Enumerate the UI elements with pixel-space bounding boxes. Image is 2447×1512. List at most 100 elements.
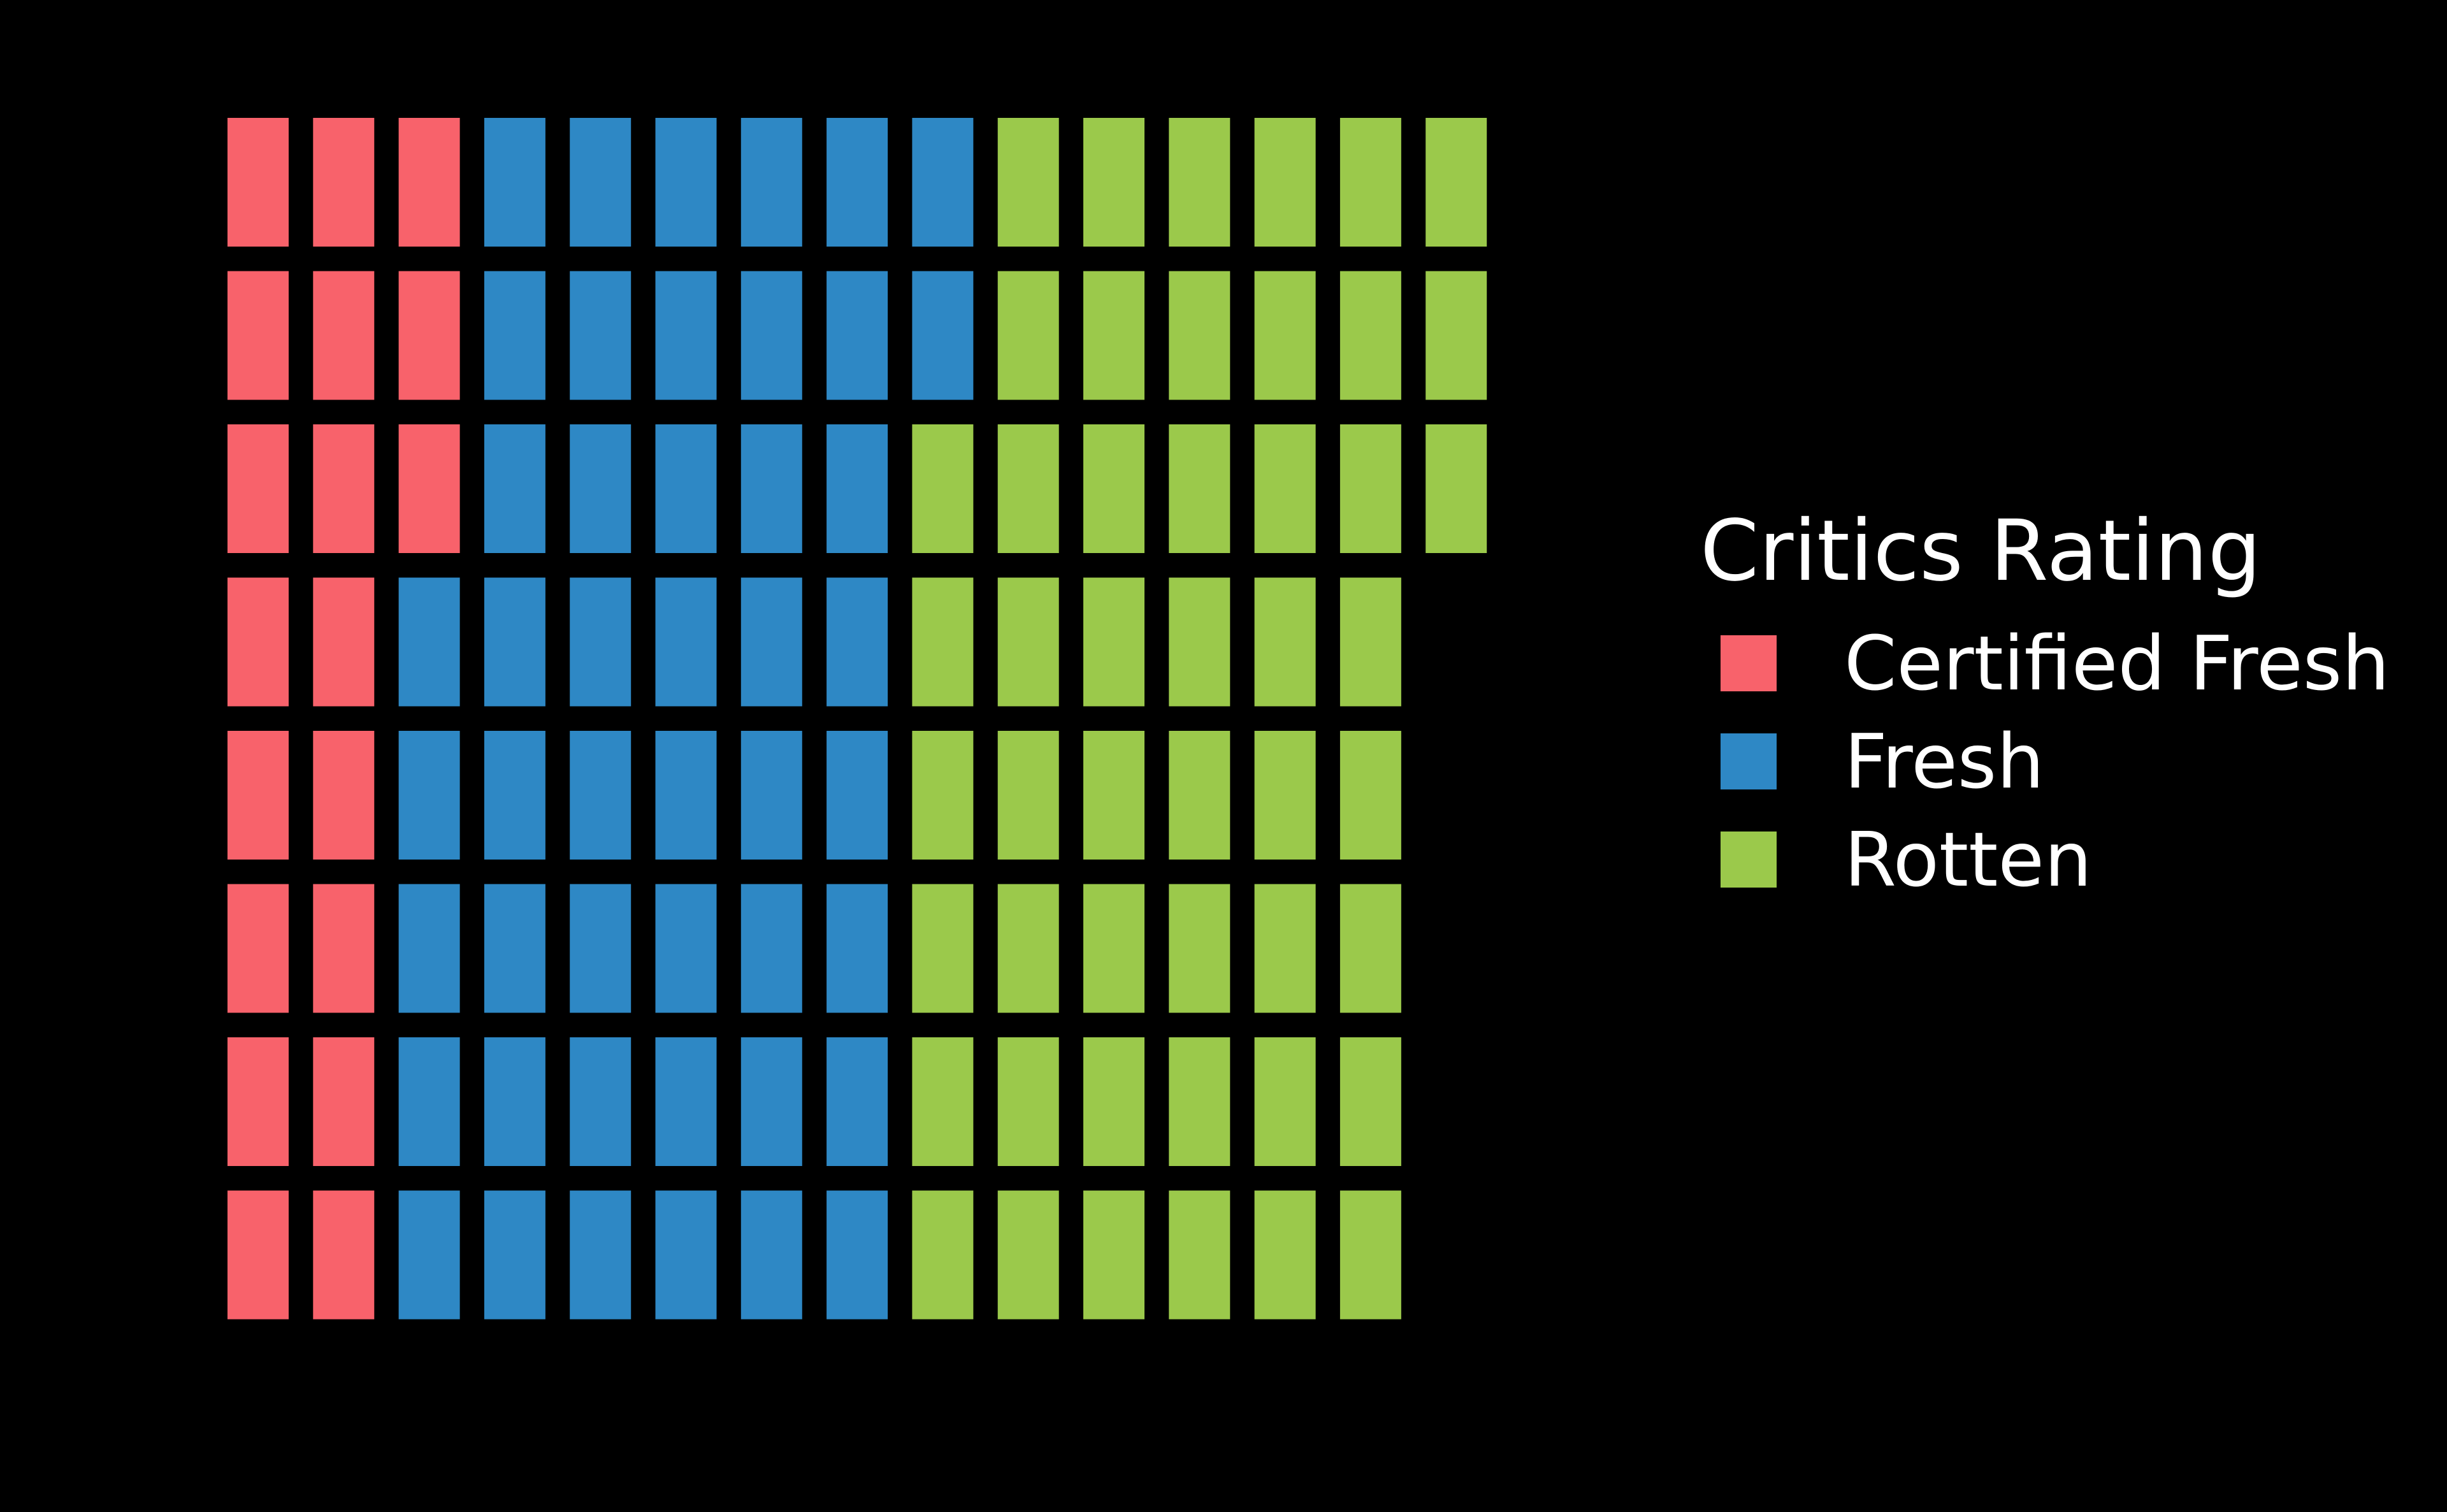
waffle-cell-fresh (570, 731, 632, 860)
waffle-cell-rotten (1169, 1037, 1231, 1166)
waffle-cell-fresh (655, 271, 717, 400)
waffle-cell-rotten (912, 1190, 974, 1320)
waffle-cell-fresh (570, 424, 632, 553)
waffle-cell-fresh (655, 731, 717, 860)
waffle-cell-rotten (997, 731, 1059, 860)
waffle-cell-fresh (740, 1190, 802, 1320)
waffle-cell-fresh (484, 424, 545, 553)
waffle-cell-fresh (826, 271, 888, 400)
waffle-cell-rotten (1254, 424, 1316, 553)
waffle-cell-certified-fresh (227, 731, 289, 860)
waffle-cell-rotten (912, 731, 974, 860)
waffle-cell-rotten (1339, 1190, 1401, 1320)
waffle-cell-fresh (826, 1037, 888, 1166)
waffle-cell-rotten (1083, 118, 1144, 247)
waffle-cell-rotten (1169, 271, 1231, 400)
waffle-cell-certified-fresh (227, 271, 289, 400)
waffle-cell-fresh (740, 731, 802, 860)
waffle-cell-rotten (997, 424, 1059, 553)
waffle-cell-certified-fresh (227, 1190, 289, 1320)
waffle-cell-rotten (1083, 577, 1144, 707)
waffle-cell-rotten (912, 424, 974, 553)
waffle-cell-rotten (1083, 884, 1144, 1013)
waffle-cell-fresh (740, 424, 802, 553)
legend-swatch (1721, 733, 1777, 789)
waffle-cell-rotten (1169, 577, 1231, 707)
waffle-cell-fresh (570, 1037, 632, 1166)
waffle-cell-rotten (997, 1190, 1059, 1320)
waffle-cell-fresh (398, 577, 460, 707)
waffle-cell-rotten (1339, 1037, 1401, 1166)
legend-title: Critics Rating (1700, 502, 2262, 600)
legend-label: Certified Fresh (1844, 619, 2390, 707)
waffle-cell-fresh (570, 1190, 632, 1320)
waffle-cell-fresh (484, 884, 545, 1013)
waffle-cell-fresh (484, 1037, 545, 1166)
waffle-cell-rotten (1339, 577, 1401, 707)
waffle-cell-rotten (1169, 424, 1231, 553)
waffle-cell-certified-fresh (227, 1037, 289, 1166)
waffle-cell-fresh (398, 1037, 460, 1166)
waffle-cell-certified-fresh (398, 118, 460, 247)
waffle-cell-fresh (826, 424, 888, 553)
waffle-cell-fresh (740, 118, 802, 247)
waffle-cell-fresh (826, 884, 888, 1013)
waffle-cell-rotten (1339, 884, 1401, 1013)
legend-swatch (1721, 635, 1777, 691)
waffle-cell-certified-fresh (313, 731, 375, 860)
waffle-cell-certified-fresh (398, 424, 460, 553)
waffle-cell-fresh (826, 577, 888, 707)
legend-label: Rotten (1844, 816, 2092, 904)
waffle-cell-fresh (570, 884, 632, 1013)
waffle-cell-fresh (484, 271, 545, 400)
legend-label: Fresh (1844, 717, 2045, 805)
waffle-cell-fresh (740, 884, 802, 1013)
waffle-cell-fresh (398, 884, 460, 1013)
waffle-cell-rotten (997, 1037, 1059, 1166)
waffle-cell-fresh (484, 1190, 545, 1320)
waffle-cell-rotten (1254, 884, 1316, 1013)
waffle-cell-rotten (1169, 731, 1231, 860)
waffle-cell-certified-fresh (313, 271, 375, 400)
waffle-cell-rotten (1339, 118, 1401, 247)
waffle-cell-rotten (1339, 271, 1401, 400)
waffle-cell-certified-fresh (313, 577, 375, 707)
waffle-cell-rotten (1083, 271, 1144, 400)
waffle-cell-fresh (912, 271, 974, 400)
waffle-cell-fresh (398, 731, 460, 860)
waffle-cell-fresh (655, 884, 717, 1013)
waffle-cell-rotten (1254, 1037, 1316, 1166)
legend-swatch (1721, 832, 1777, 888)
waffle-cell-rotten (1339, 424, 1401, 553)
waffle-cell-rotten (1083, 731, 1144, 860)
waffle-cell-rotten (912, 577, 974, 707)
waffle-cell-fresh (740, 271, 802, 400)
legend-item-fresh: Fresh (1700, 712, 2390, 810)
waffle-cell-fresh (655, 577, 717, 707)
legend-item-rotten: Rotten (1700, 810, 2390, 909)
waffle-cell-fresh (740, 577, 802, 707)
waffle-cell-fresh (826, 118, 888, 247)
waffle-cell-fresh (484, 118, 545, 247)
waffle-cell-rotten (1083, 1037, 1144, 1166)
waffle-cell-rotten (1083, 1190, 1144, 1320)
waffle-cell-rotten (1254, 118, 1316, 247)
waffle-cell-certified-fresh (313, 1190, 375, 1320)
waffle-cell-rotten (1339, 731, 1401, 860)
waffle-cell-certified-fresh (313, 884, 375, 1013)
waffle-cell-rotten (1254, 577, 1316, 707)
waffle-cell-rotten (1254, 1190, 1316, 1320)
waffle-cell-rotten (912, 1037, 974, 1166)
waffle-cell-fresh (655, 1190, 717, 1320)
waffle-cell-fresh (484, 577, 545, 707)
waffle-cell-fresh (398, 1190, 460, 1320)
waffle-cell-rotten (1083, 424, 1144, 553)
waffle-cell-fresh (826, 731, 888, 860)
waffle-cell-certified-fresh (227, 884, 289, 1013)
waffle-cell-fresh (655, 118, 717, 247)
waffle-cell-certified-fresh (313, 424, 375, 553)
waffle-cell-fresh (484, 731, 545, 860)
waffle-cell-rotten (1254, 271, 1316, 400)
waffle-cell-fresh (826, 1190, 888, 1320)
